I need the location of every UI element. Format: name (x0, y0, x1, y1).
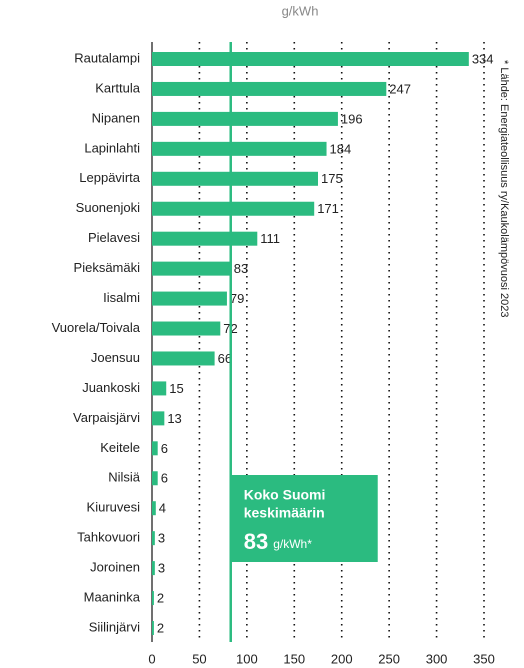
category-label: Joensuu (91, 350, 140, 365)
bar (152, 201, 315, 216)
source-note: * Lähde: Energiateollisuus ry/Kaukolämpö… (498, 60, 510, 317)
category-label: Rautalampi (74, 50, 140, 65)
category-label: Nipanen (92, 110, 140, 125)
axis-label: g/kWh (282, 3, 319, 18)
x-tick-label: 300 (426, 651, 448, 666)
category-label: Nilsiä (108, 470, 141, 485)
category-label: Varpaisjärvi (73, 410, 140, 425)
category-label: Vuorela/Toivala (52, 320, 141, 335)
bar (152, 141, 327, 156)
bar (152, 471, 158, 486)
x-tick-label: 200 (331, 651, 353, 666)
value-label: 175 (321, 171, 343, 186)
bar (152, 441, 158, 456)
category-label: Tahkovuori (77, 530, 140, 545)
bar (152, 501, 156, 516)
annotation-text: Koko Suomi (244, 487, 326, 503)
value-label: 4 (159, 501, 166, 516)
bar (152, 561, 155, 576)
value-label: 196 (341, 111, 363, 126)
bar (152, 411, 165, 426)
value-label: 2 (157, 620, 164, 635)
bar (152, 81, 387, 96)
category-label: Siilinjärvi (89, 619, 140, 634)
value-label: 15 (169, 381, 183, 396)
x-tick-label: 100 (236, 651, 258, 666)
category-label: Karttula (95, 80, 141, 95)
value-label: 3 (158, 531, 165, 546)
category-label: Leppävirta (79, 170, 140, 185)
value-label: 66 (218, 351, 232, 366)
bar (152, 231, 258, 246)
category-label: Suonenjoki (76, 200, 140, 215)
category-label: Keitele (100, 440, 140, 455)
annotation-box (230, 475, 378, 562)
category-label: Kiuruvesi (87, 500, 141, 515)
category-label: Lapinlahti (84, 140, 140, 155)
category-label: Pieksämäki (74, 260, 141, 275)
bar (152, 621, 154, 635)
x-tick-label: 350 (473, 651, 495, 666)
annotation-value: 83 (244, 529, 268, 554)
value-label: 111 (260, 231, 280, 246)
category-label: Joroinen (90, 560, 140, 575)
bar (152, 531, 155, 546)
value-label: 334 (472, 51, 494, 66)
value-label: 6 (161, 441, 168, 456)
x-tick-label: 0 (148, 651, 155, 666)
value-label: 171 (317, 201, 339, 216)
category-label: Pielavesi (88, 230, 140, 245)
value-label: 3 (158, 561, 165, 576)
value-label: 79 (230, 291, 244, 306)
bar (152, 52, 469, 66)
value-label: 247 (389, 81, 411, 96)
category-label: Iisalmi (103, 290, 140, 305)
bar (152, 111, 338, 126)
value-label: 13 (167, 411, 181, 426)
value-label: 2 (157, 590, 164, 605)
annotation-unit: g/kWh* (273, 537, 312, 551)
bar (152, 351, 215, 366)
value-label: 6 (161, 471, 168, 486)
bar (152, 171, 318, 186)
bar (152, 321, 221, 336)
category-label: Maaninka (84, 589, 141, 604)
value-label: 184 (330, 141, 352, 156)
x-tick-label: 50 (192, 651, 206, 666)
value-label: 83 (234, 261, 248, 276)
bar (152, 591, 154, 606)
annotation-text: keskimäärin (244, 505, 325, 521)
category-label: Juankoski (82, 380, 140, 395)
bar (152, 261, 231, 276)
x-tick-label: 150 (283, 651, 305, 666)
bar (152, 291, 227, 306)
x-tick-label: 250 (378, 651, 400, 666)
bar (152, 381, 167, 396)
